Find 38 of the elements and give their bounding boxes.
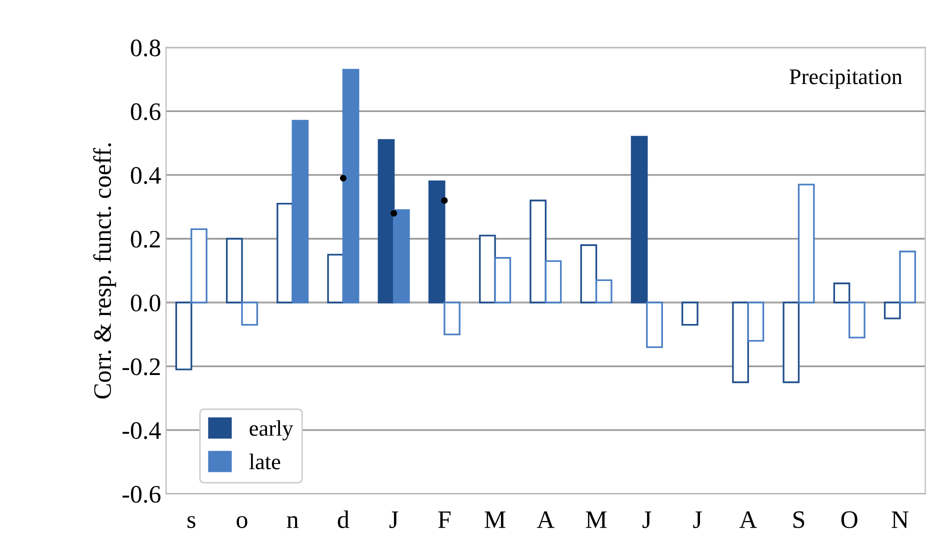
- y-tick-label: 0.2: [130, 230, 160, 248]
- bar: [342, 68, 360, 304]
- x-tick-label: A: [536, 511, 555, 528]
- x-tick-label: S: [793, 511, 804, 528]
- bar: [393, 209, 410, 304]
- x-tick-label: M: [484, 511, 506, 528]
- bar: [444, 302, 460, 336]
- bar: [378, 139, 395, 304]
- x-tick-label: n: [286, 516, 298, 528]
- bar: [428, 180, 446, 304]
- y-tick-label: 0.0: [130, 294, 160, 312]
- legend-label: early: [250, 420, 294, 440]
- annotation: Precipitation: [790, 69, 902, 89]
- x-tick-label: O: [841, 511, 858, 528]
- bar: [276, 202, 294, 304]
- y-tick-label: -0.2: [122, 358, 160, 376]
- y-tick-label: 0.4: [130, 167, 161, 184]
- y-tick-label: 0.8: [130, 39, 160, 56]
- x-tick-label: N: [892, 511, 908, 528]
- bar: [292, 120, 309, 304]
- bar: [327, 254, 344, 304]
- y-tick-label: 0.6: [130, 103, 160, 120]
- legend-label: late: [249, 454, 280, 470]
- bar: [646, 302, 663, 348]
- x-tick-label: J: [389, 511, 398, 528]
- x-tick-label: J: [642, 511, 652, 528]
- x-tick-label: M: [586, 511, 607, 528]
- bar: [630, 136, 648, 304]
- x-tick-label: s: [188, 516, 196, 528]
- x-tick-label: d: [338, 510, 350, 528]
- bar: [681, 302, 698, 326]
- x-tick-label: J: [693, 511, 702, 528]
- x-tick-label: A: [739, 511, 757, 528]
- y-tick-label: -0.6: [122, 486, 160, 503]
- y-tick-label: -0.4: [122, 422, 161, 440]
- x-tick-label: F: [438, 511, 450, 528]
- y-axis-title: Corr. & resp. funct. coeff.: [93, 143, 116, 399]
- x-tick-label: o: [236, 516, 248, 528]
